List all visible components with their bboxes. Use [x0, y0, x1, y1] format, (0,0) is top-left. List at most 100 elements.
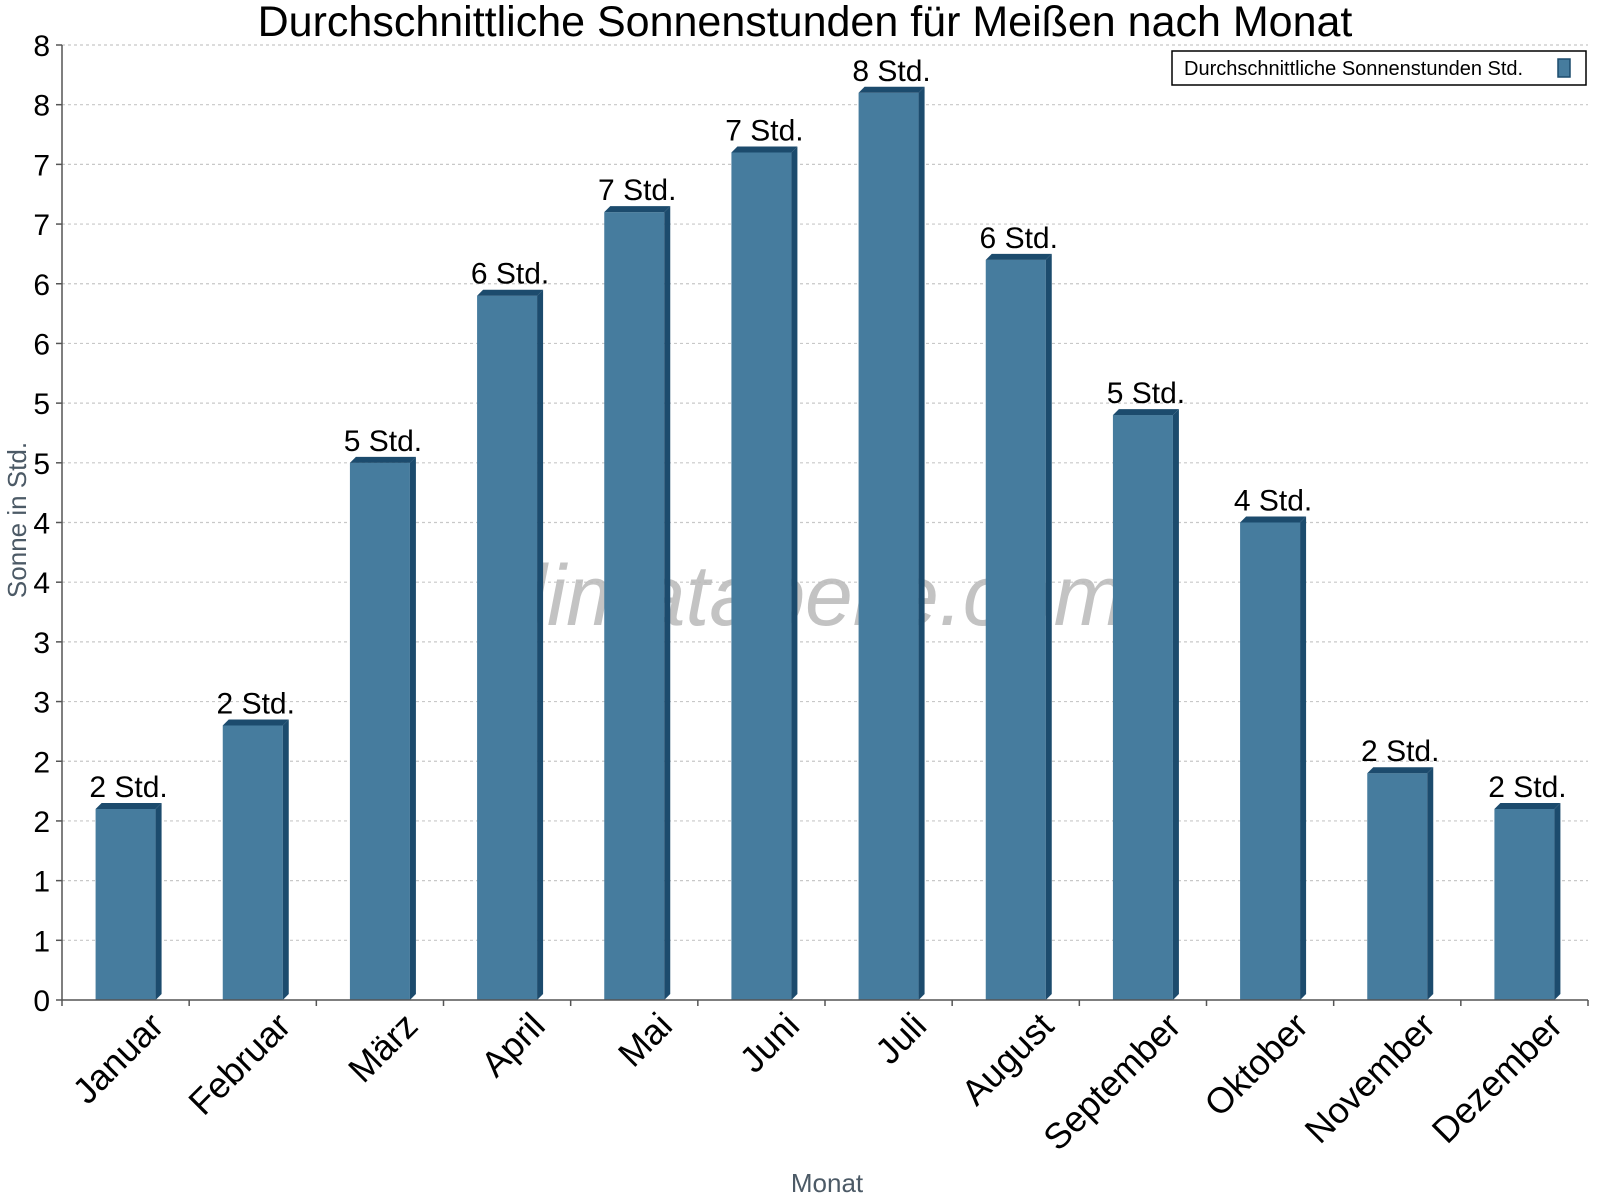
- bar-side: [664, 206, 671, 1000]
- bar-top: [95, 803, 162, 809]
- bar-top: [1112, 409, 1179, 416]
- data-label: 2 Std.: [1488, 771, 1566, 804]
- bar-top: [477, 289, 544, 296]
- bar-top: [858, 86, 925, 93]
- bars: [95, 86, 1561, 1000]
- bar-side: [1300, 516, 1307, 1000]
- bar-september: [1112, 409, 1179, 1000]
- y-tick-label: 6: [33, 269, 50, 302]
- y-tick-label: 4: [33, 567, 50, 600]
- legend-entry-label: Durchschnittliche Sonnenstunden Std.: [1184, 58, 1523, 80]
- bar-top: [1494, 803, 1561, 809]
- y-tick-label: 1: [33, 925, 50, 958]
- bar-front: [604, 212, 665, 1000]
- data-label: 6 Std.: [471, 258, 549, 291]
- y-tick-label: 7: [33, 209, 50, 242]
- bar-top: [1367, 767, 1434, 774]
- bar-front: [477, 295, 538, 1000]
- bar-juli: [858, 86, 925, 1000]
- bar-side: [918, 86, 925, 1000]
- bar-februar: [222, 719, 289, 1000]
- bar-juni: [731, 146, 798, 1000]
- bar-front: [1367, 773, 1428, 1000]
- bar-april: [477, 289, 544, 1000]
- bar-side: [409, 456, 416, 1000]
- x-tick-label: Mai: [610, 1005, 680, 1075]
- x-tick-label: August: [953, 1005, 1061, 1113]
- y-tick-labels: 0 1 1 2 2 3 3 4 4 5 5 6 6 7 7 8 8: [33, 30, 50, 1018]
- bar-top: [349, 456, 416, 463]
- x-tick-label: Oktober: [1196, 1005, 1316, 1125]
- bar-november: [1367, 767, 1434, 1000]
- data-label: 4 Std.: [1234, 485, 1312, 518]
- bar-top: [222, 719, 289, 726]
- y-tick-label: 3: [33, 627, 50, 660]
- y-tick-label: 3: [33, 687, 50, 720]
- bar-front: [731, 152, 792, 1000]
- bar-top: [985, 253, 1052, 260]
- data-label: 6 Std.: [980, 222, 1058, 255]
- y-tick-label: 6: [33, 328, 50, 361]
- x-tick-label: Juli: [867, 1005, 934, 1072]
- data-label: 7 Std.: [725, 114, 803, 147]
- x-tick-label: Januar: [64, 1005, 171, 1112]
- legend-box: [1171, 50, 1587, 86]
- y-tick-label: 7: [33, 149, 50, 182]
- bar-side: [1554, 803, 1561, 1000]
- x-tick-label: Dezember: [1424, 1005, 1570, 1151]
- bar-side: [1045, 253, 1052, 1000]
- y-tick-label: 8: [33, 90, 50, 123]
- x-tick-label: November: [1296, 1005, 1442, 1151]
- bar-side: [1172, 409, 1179, 1000]
- x-axis-label: Monat: [791, 1168, 864, 1198]
- data-label: 2 Std.: [217, 687, 295, 720]
- x-tick-label: April: [473, 1005, 553, 1085]
- bar-front: [985, 259, 1046, 1000]
- bar-top: [1240, 516, 1307, 523]
- data-label: 8 Std.: [852, 55, 930, 88]
- bar-front: [222, 725, 283, 1000]
- bar-side: [155, 803, 162, 1000]
- data-label: 5 Std.: [344, 425, 422, 458]
- bar-front: [349, 462, 410, 1000]
- x-tick-label: März: [340, 1005, 426, 1091]
- gridlines: [62, 44, 1588, 941]
- chart-title: Durchschnittliche Sonnenstunden für Meiß…: [258, 0, 1353, 46]
- x-tick-labels: Januar Februar März April Mai Juni Juli AugustS…: [64, 1005, 1570, 1159]
- bar-side: [282, 719, 289, 1000]
- bar-side: [1427, 767, 1434, 1000]
- legend: Durchschnittliche Sonnenstunden Std.: [1171, 50, 1587, 86]
- bar-side: [791, 146, 798, 1000]
- bar-top: [731, 146, 798, 153]
- y-tick-label: 5: [33, 388, 50, 421]
- bar-front: [95, 809, 156, 1000]
- bar-oktober: [1240, 516, 1307, 1000]
- y-tick-label: 0: [33, 985, 50, 1018]
- y-tick-label: 4: [33, 508, 50, 541]
- bar-mai: [604, 206, 671, 1000]
- data-label: 2 Std.: [89, 771, 167, 804]
- y-tick-label: 1: [33, 866, 50, 899]
- data-label: 7 Std.: [598, 174, 676, 207]
- bar-side: [537, 289, 544, 1000]
- data-label: 5 Std.: [1107, 377, 1185, 410]
- y-tick-label: 2: [33, 746, 50, 779]
- y-axis-label: Sonne in Std.: [2, 442, 32, 598]
- bar-januar: [95, 803, 162, 1000]
- bar-top: [604, 206, 671, 213]
- bar-dezember: [1494, 803, 1561, 1000]
- data-labels: 2 Std. 2 Std. 5 Std. 6 Std. 7 Std. 7 Std. 8 St…: [89, 55, 1566, 804]
- x-tick-label: September: [1035, 1005, 1189, 1159]
- bar-front: [1240, 522, 1301, 1000]
- y-tick-label: 8: [33, 30, 50, 63]
- bar-front: [1494, 809, 1555, 1000]
- data-label: 2 Std.: [1361, 735, 1439, 768]
- bar-front: [858, 92, 919, 1000]
- bar-märz: [349, 456, 416, 1000]
- y-tick-label: 2: [33, 806, 50, 839]
- x-tick-label: Februar: [180, 1005, 298, 1123]
- x-tick-label: Juni: [731, 1005, 807, 1081]
- y-tick-label: 5: [33, 448, 50, 481]
- bar-august: [985, 253, 1052, 1000]
